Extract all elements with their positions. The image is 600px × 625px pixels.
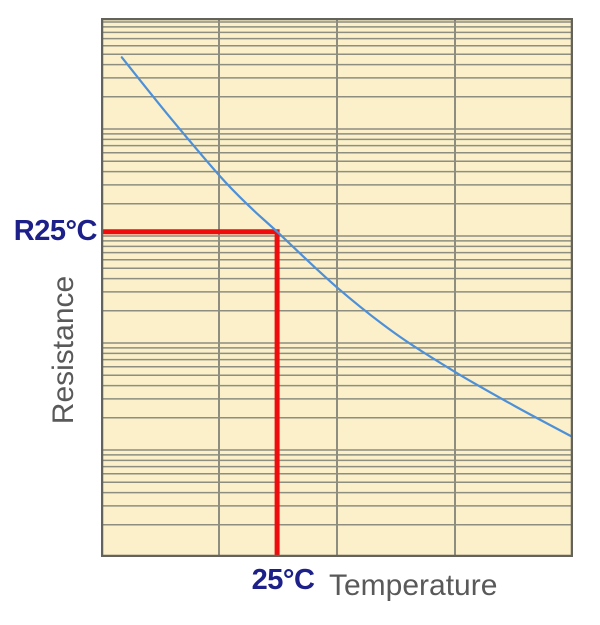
x-axis-label: Temperature [329, 569, 498, 602]
t25-annotation-label: 25°C [251, 564, 315, 596]
r25-annotation-label: R25°C [13, 215, 98, 247]
plot-area [101, 18, 573, 557]
y-axis-label: Resistance [47, 275, 80, 425]
